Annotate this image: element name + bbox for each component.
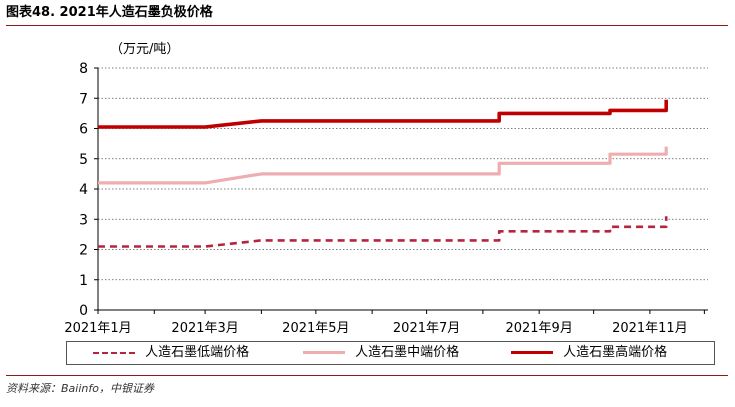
x-tick-label: 2021年9月	[505, 321, 572, 336]
y-tick-label: 8	[79, 61, 88, 77]
legend: 人造石墨低端价格 人造石墨中端价格 人造石墨高端价格	[66, 341, 715, 365]
line-chart: 0 1 2 3 4 5 6 7 8 2021年1月 2021年3月 2021年5月 2021年7月 202…	[64, 42, 708, 336]
series-line-low	[98, 216, 668, 248]
y-tick-label: 3	[79, 212, 88, 228]
y-tick-label: 4	[79, 182, 88, 198]
x-tick-label: 2021年7月	[393, 321, 460, 336]
tick-labels: 0 1 2 3 4 5 6 7 8 2021年1月 2021年3月 2021年5月 2021年7月 202…	[64, 61, 687, 336]
legend-item-high: 人造石墨高端价格	[511, 344, 667, 362]
grid-lines	[98, 67, 708, 281]
x-tick-label: 2021年11月	[612, 321, 688, 336]
y-tick-label: 1	[79, 273, 88, 289]
x-tick-label: 2021年1月	[64, 321, 131, 336]
figure-title: 图表48. 2021年人造石墨负极价格	[6, 4, 728, 26]
series-line-mid	[98, 146, 668, 185]
legend-swatch-mid	[303, 351, 345, 354]
x-tick-label: 2021年3月	[171, 321, 238, 336]
y-unit-label: （万元/吨）	[110, 42, 179, 57]
legend-swatch-high	[511, 351, 553, 354]
y-tick-label: 0	[79, 303, 88, 319]
source-note: 资料来源：Baiinfo，中银证券	[6, 375, 728, 396]
legend-label-low: 人造石墨低端价格	[145, 345, 250, 360]
x-tick-label: 2021年5月	[282, 321, 349, 336]
legend-item-mid: 人造石墨中端价格	[303, 344, 459, 362]
y-tick-label: 7	[79, 91, 88, 107]
series-lines	[98, 99, 669, 248]
legend-item-low: 人造石墨低端价格	[93, 344, 249, 362]
legend-swatch-low	[93, 351, 135, 354]
legend-label-mid: 人造石墨中端价格	[355, 345, 460, 360]
series-line-high	[98, 99, 669, 129]
legend-label-high: 人造石墨高端价格	[563, 345, 668, 360]
y-tick-label: 2	[79, 243, 88, 259]
axes	[94, 67, 708, 314]
y-tick-label: 5	[79, 152, 88, 168]
y-tick-label: 6	[79, 122, 88, 138]
